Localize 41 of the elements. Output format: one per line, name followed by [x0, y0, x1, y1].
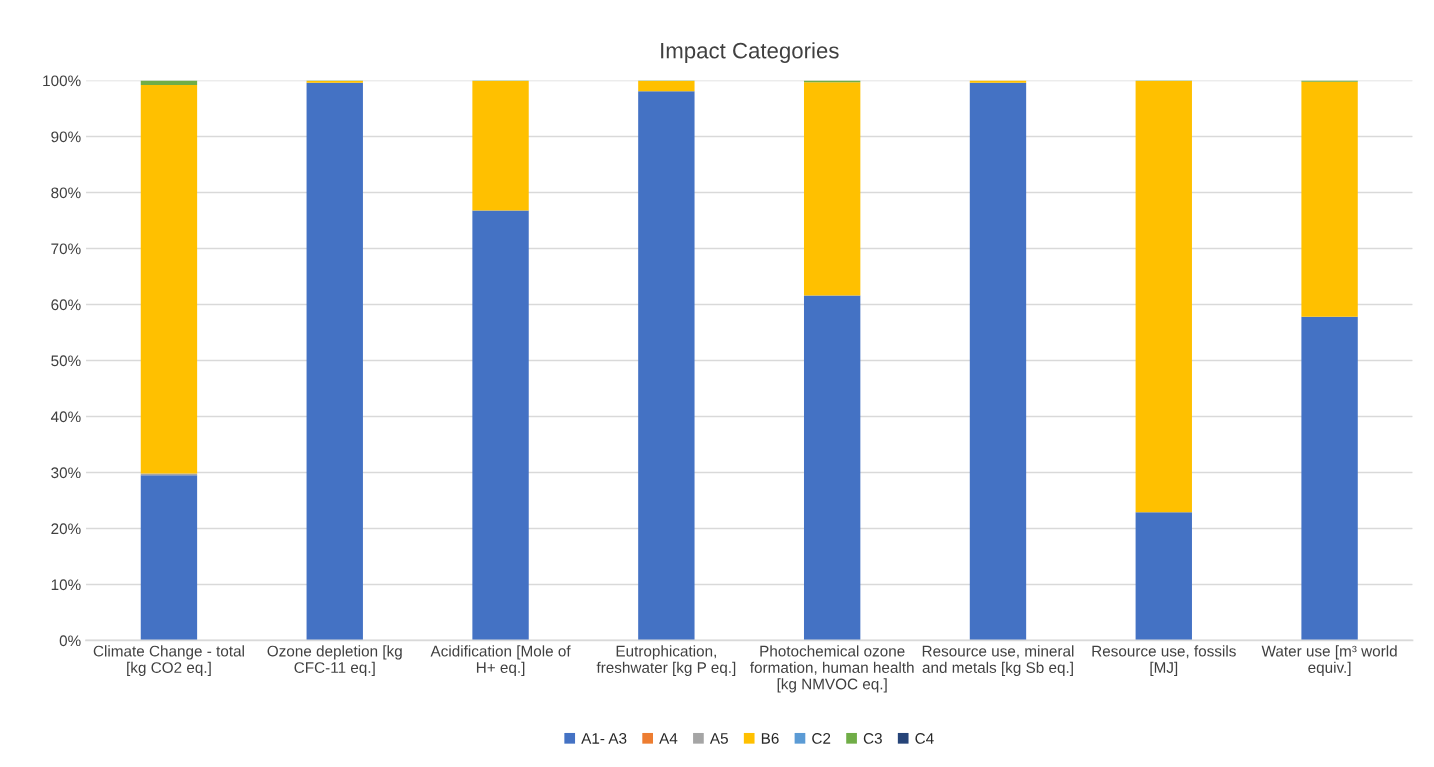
x-tick-label: Ozone depletion [kg CFC-11 eq.] — [267, 645, 402, 676]
y-tick-label: 70% — [51, 243, 81, 255]
x-tick-label: Resource use, fossils [MJ] — [1092, 645, 1236, 676]
bar — [1135, 512, 1192, 641]
x-tick-label: Water use [m³ world equiv.] — [1261, 645, 1397, 676]
y-tick-label: 20% — [51, 523, 81, 535]
bar — [140, 85, 198, 474]
y-tick-label: 10% — [51, 579, 81, 591]
x-tick-label: Eutrophication, freshwater [kg P eq.] — [596, 645, 736, 676]
bar — [969, 82, 1027, 641]
y-tick-label: 100% — [43, 75, 81, 87]
chart-title: Impact Categories — [661, 42, 839, 63]
bar — [638, 91, 695, 641]
bar — [472, 210, 529, 641]
legend-label: B6 — [761, 732, 779, 744]
x-tick-label: Climate Change - total [kg CO2 eq.] — [93, 645, 244, 676]
y-tick-label: 0% — [59, 635, 81, 647]
bar — [1301, 316, 1358, 641]
legend-label: A4 — [659, 733, 678, 744]
x-tick-label: Acidification [Mole of H+ eq.] — [430, 645, 571, 676]
bar — [472, 81, 529, 211]
bar — [1135, 81, 1192, 513]
bar — [803, 82, 861, 296]
legend-label: C3 — [863, 732, 882, 744]
y-tick-label: 90% — [51, 131, 81, 143]
x-tick-label: Photochemical ozone formation, human health [kg NMVOC eq.] — [750, 645, 914, 693]
bar — [1301, 81, 1358, 317]
y-tick-label: 50% — [51, 355, 81, 367]
y-tick-label: 40% — [50, 411, 81, 423]
bar — [638, 81, 695, 92]
bar — [803, 295, 861, 641]
y-tick-label: 60% — [51, 299, 81, 311]
legend-label: A5 — [709, 733, 728, 744]
x-tick-label: Resource use, mineral and metals [kg Sb eq.] — [922, 645, 1074, 676]
bar — [306, 82, 363, 641]
legend-label: A1- A3 — [581, 732, 627, 744]
legend-label: C4 — [915, 732, 934, 744]
legend-label: C2 — [812, 732, 831, 744]
bar — [140, 475, 198, 641]
y-tick-label: 80% — [51, 187, 81, 199]
y-tick-label: 30% — [51, 467, 81, 479]
